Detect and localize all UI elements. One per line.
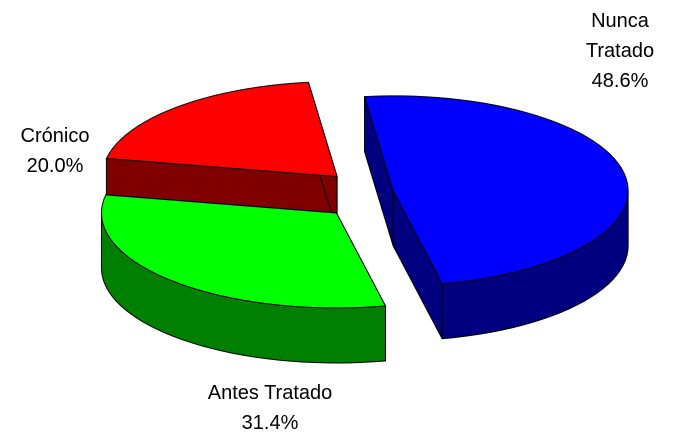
category-label: Antes Tratado (207, 382, 333, 404)
slice-label: Nunca Tratado 48.6% (570, 6, 670, 96)
slice-label: Crónico 20.0% (0, 121, 110, 181)
slice (363, 95, 629, 285)
value-label: 48.6% (591, 70, 649, 92)
value-label: 31.4% (241, 412, 299, 434)
slice-label: Antes Tratado 31.4% (160, 378, 380, 438)
category-label: Nunca Tratado (585, 10, 655, 62)
category-label: Crónico (20, 125, 90, 147)
value-label: 20.0% (26, 155, 84, 177)
slice (105, 81, 338, 178)
slice (100, 194, 387, 309)
